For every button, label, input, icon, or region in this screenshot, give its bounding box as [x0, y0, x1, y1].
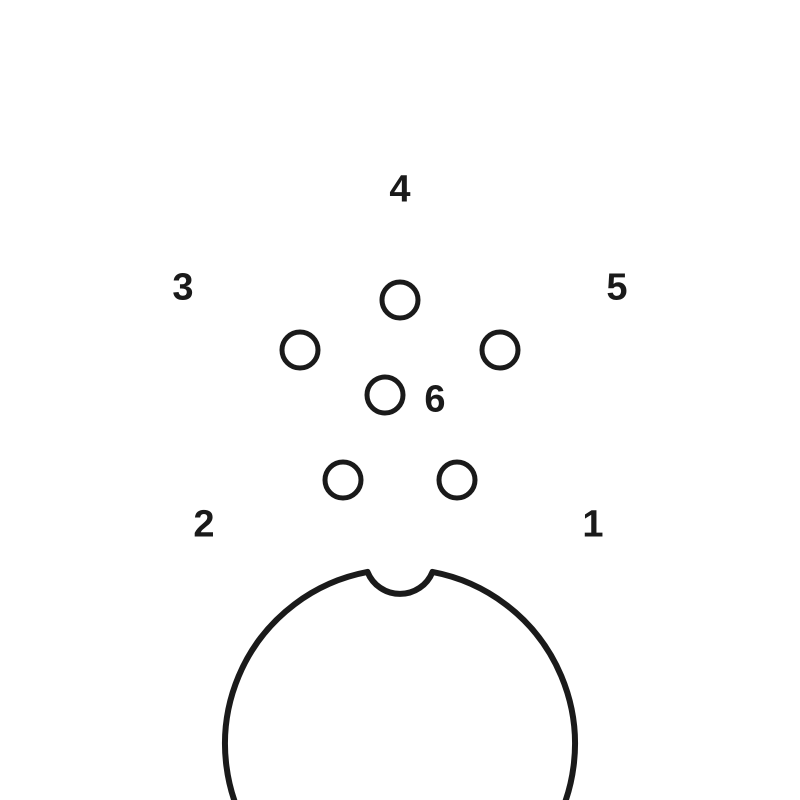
pin-hole-1	[439, 462, 475, 498]
pin-label-1: 1	[582, 504, 603, 547]
pin-hole-4	[382, 282, 418, 318]
pin-label-4: 4	[389, 169, 410, 212]
pin-label-3: 3	[172, 267, 193, 310]
pin-hole-6	[367, 377, 403, 413]
pin-label-5: 5	[606, 267, 627, 310]
pin-label-2: 2	[193, 504, 214, 547]
pin-hole-2	[325, 462, 361, 498]
connector-shell	[225, 572, 575, 800]
pin-hole-3	[282, 332, 318, 368]
pin-label-6: 6	[424, 379, 445, 422]
connector-pinout-diagram: 1 2 3 4 5 6	[0, 0, 800, 800]
pin-hole-5	[482, 332, 518, 368]
connector-svg	[0, 0, 800, 800]
